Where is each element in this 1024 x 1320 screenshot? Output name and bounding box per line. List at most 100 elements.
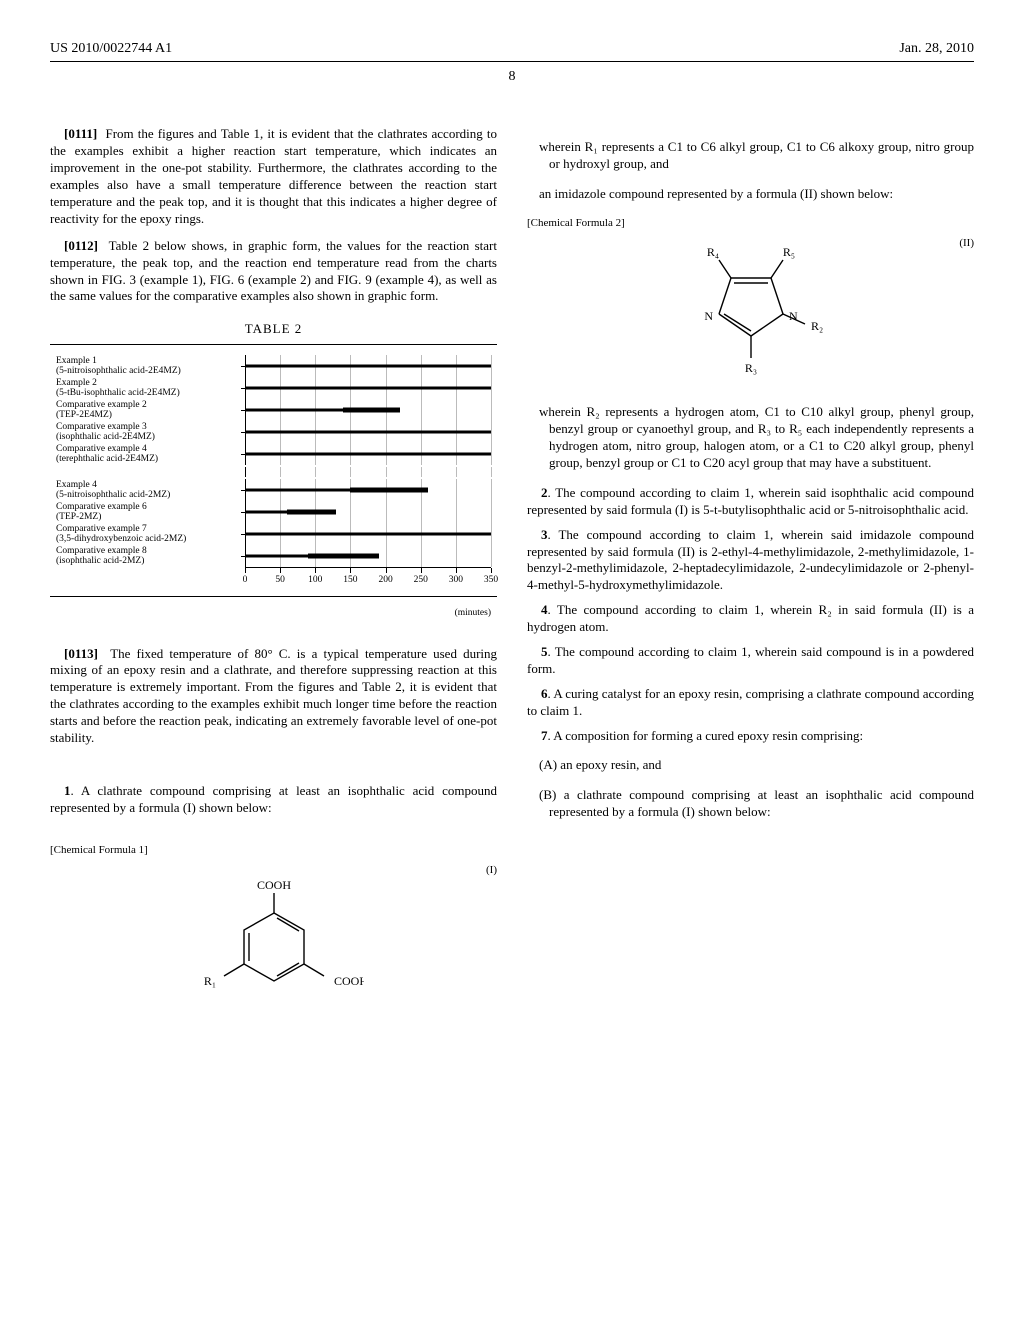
gantt-row-label: Comparative example 3(isophthalic acid-2…: [56, 422, 245, 443]
claim-7-b: (B) a clathrate compound comprising at l…: [549, 787, 974, 821]
formula-1-num: (I): [486, 863, 497, 877]
n-label: N: [789, 309, 798, 323]
cooh-label: COOH: [256, 878, 290, 892]
gantt-plot-area: [245, 545, 491, 567]
formula-2-num: (II): [959, 236, 974, 250]
claim-3: 3. The compound according to claim 1, wh…: [527, 527, 974, 595]
gantt-plot-area: [245, 523, 491, 545]
gantt-plot-area: [245, 355, 491, 377]
axis-tick-label: 350: [484, 574, 498, 586]
left-column: [0111] From the figures and Table 1, it …: [50, 126, 497, 1013]
axis-tick-label: 250: [414, 574, 428, 586]
para-text: From the figures and Table 1, it is evid…: [50, 126, 497, 225]
cooh-label: COOH: [334, 974, 364, 988]
publication-date: Jan. 28, 2010: [899, 40, 974, 58]
claim1-imidazole-intro: an imidazole compound represented by a f…: [549, 186, 974, 203]
gantt-row-label: Comparative example 6(TEP-2MZ): [56, 502, 245, 523]
claim-5: 5. The compound according to claim 1, wh…: [527, 644, 974, 678]
claim1-wherein-r1: wherein R₁ represents a C1 to C6 alkyl g…: [549, 139, 974, 173]
gantt-bar-segment: [246, 453, 491, 456]
gantt-bar-segment: [246, 409, 343, 412]
claim-text: . A curing catalyst for an epoxy resin, …: [527, 686, 974, 718]
gantt-bar-segment: [246, 533, 491, 536]
gantt-row-label: Example 1(5-nitroisophthalic acid-2E4MZ): [56, 356, 245, 377]
gantt-plot-area: [245, 479, 491, 501]
para-num: [0112]: [64, 238, 98, 253]
gantt-row: Comparative example 3(isophthalic acid-2…: [56, 421, 491, 443]
gantt-plot-area: [245, 443, 491, 465]
right-column: wherein R₁ represents a C1 to C6 alkyl g…: [527, 126, 974, 1013]
axis-tick-label: 300: [449, 574, 463, 586]
gantt-axis: 050100150200250300350: [56, 567, 491, 592]
gantt-bar-segment: [308, 554, 378, 559]
para-0112: [0112] Table 2 below shows, in graphic f…: [50, 238, 497, 306]
publication-number: US 2010/0022744 A1: [50, 40, 172, 58]
claim-text: . A clathrate compound comprising at lea…: [50, 783, 497, 815]
gantt-chart: Example 1(5-nitroisophthalic acid-2E4MZ)…: [56, 355, 491, 592]
gantt-bar-segment: [246, 511, 287, 514]
axis-unit: (minutes): [50, 607, 497, 619]
r5-label: R₅: [782, 245, 794, 259]
gantt-row-label: Comparative example 2(TEP-2E4MZ): [56, 400, 245, 421]
claim-text: . The compound according to claim 1, whe…: [527, 602, 974, 634]
claim-text: . The compound according to claim 1, whe…: [527, 644, 974, 676]
gantt-bar-segment: [350, 488, 427, 493]
axis-tick-label: 200: [378, 574, 392, 586]
para-text: Table 2 below shows, in graphic form, th…: [50, 238, 497, 304]
gantt-row: Comparative example 8(isophthalic acid-2…: [56, 545, 491, 567]
gantt-plot-area: [245, 377, 491, 399]
gantt-row-label: Comparative example 7(3,5-dihydroxybenzo…: [56, 524, 245, 545]
page-number: 8: [50, 68, 974, 86]
claim-text: . The compound according to claim 1, whe…: [527, 527, 974, 593]
claim-text: . A composition for forming a cured epox…: [548, 728, 864, 743]
gantt-plot-area: [245, 467, 491, 477]
para-text: The fixed temperature of 80° C. is a typ…: [50, 646, 497, 745]
gantt-bar-segment: [287, 510, 336, 515]
table2: Example 1(5-nitroisophthalic acid-2E4MZ)…: [50, 344, 497, 597]
gantt-row-label: [56, 467, 245, 477]
chem-formula-2-label: [Chemical Formula 2]: [527, 216, 974, 230]
para-0113: [0113] The fixed temperature of 80° C. i…: [50, 646, 497, 747]
r3-label: R₃: [744, 361, 756, 375]
gantt-row: Example 2(5-tBu-isophthalic acid-2E4MZ): [56, 377, 491, 399]
gantt-row: Example 1(5-nitroisophthalic acid-2E4MZ): [56, 355, 491, 377]
claim-2: 2. The compound according to claim 1, wh…: [527, 485, 974, 519]
gantt-row-label: Comparative example 4(terephthalic acid-…: [56, 444, 245, 465]
para-0111: [0111] From the figures and Table 1, it …: [50, 126, 497, 227]
claim-text: . The compound according to claim 1, whe…: [527, 485, 974, 517]
chem-formula-1-label: [Chemical Formula 1]: [50, 843, 497, 857]
page-header: US 2010/0022744 A1 Jan. 28, 2010: [50, 40, 974, 62]
gantt-row: Example 4(5-nitroisophthalic acid-2MZ): [56, 479, 491, 501]
para-num: [0113]: [64, 646, 98, 661]
gantt-row-label: Example 2(5-tBu-isophthalic acid-2E4MZ): [56, 378, 245, 399]
n-label: N: [704, 309, 713, 323]
axis-tick-label: 0: [243, 574, 248, 586]
r2-label: R₂: [811, 319, 823, 333]
axis-tick-label: 150: [343, 574, 357, 586]
gantt-bar-segment: [246, 489, 350, 492]
imidazole-structure-icon: N N R₄ R₅ R₂ R₃: [661, 236, 841, 386]
claim-7: 7. A composition for forming a cured epo…: [527, 728, 974, 745]
gantt-row-label: Example 4(5-nitroisophthalic acid-2MZ): [56, 480, 245, 501]
gantt-plot-area: [245, 501, 491, 523]
gantt-row: Comparative example 2(TEP-2E4MZ): [56, 399, 491, 421]
gantt-row: Comparative example 7(3,5-dihydroxybenzo…: [56, 523, 491, 545]
axis-tick-label: 100: [308, 574, 322, 586]
formula-1-box: (I) COOH COOH R₁: [50, 863, 497, 1003]
para-num: [0111]: [64, 126, 97, 141]
axis-tick-label: 50: [275, 574, 285, 586]
gantt-bar-segment: [246, 365, 491, 368]
formula-2-box: (II) N: [527, 236, 974, 386]
gantt-row: [56, 465, 491, 479]
gantt-bar-segment: [246, 431, 491, 434]
r4-label: R₄: [706, 245, 718, 259]
claim-4: 4. The compound according to claim 1, wh…: [527, 602, 974, 636]
gantt-bar-segment: [246, 387, 491, 390]
claim-1: 1. A clathrate compound comprising at le…: [50, 783, 497, 817]
gantt-row-label: Comparative example 8(isophthalic acid-2…: [56, 546, 245, 567]
table2-caption: TABLE 2: [50, 321, 497, 338]
gantt-plot-area: [245, 399, 491, 421]
gantt-plot-area: [245, 421, 491, 443]
gantt-bar-segment: [343, 408, 399, 413]
gantt-row: Comparative example 4(terephthalic acid-…: [56, 443, 491, 465]
